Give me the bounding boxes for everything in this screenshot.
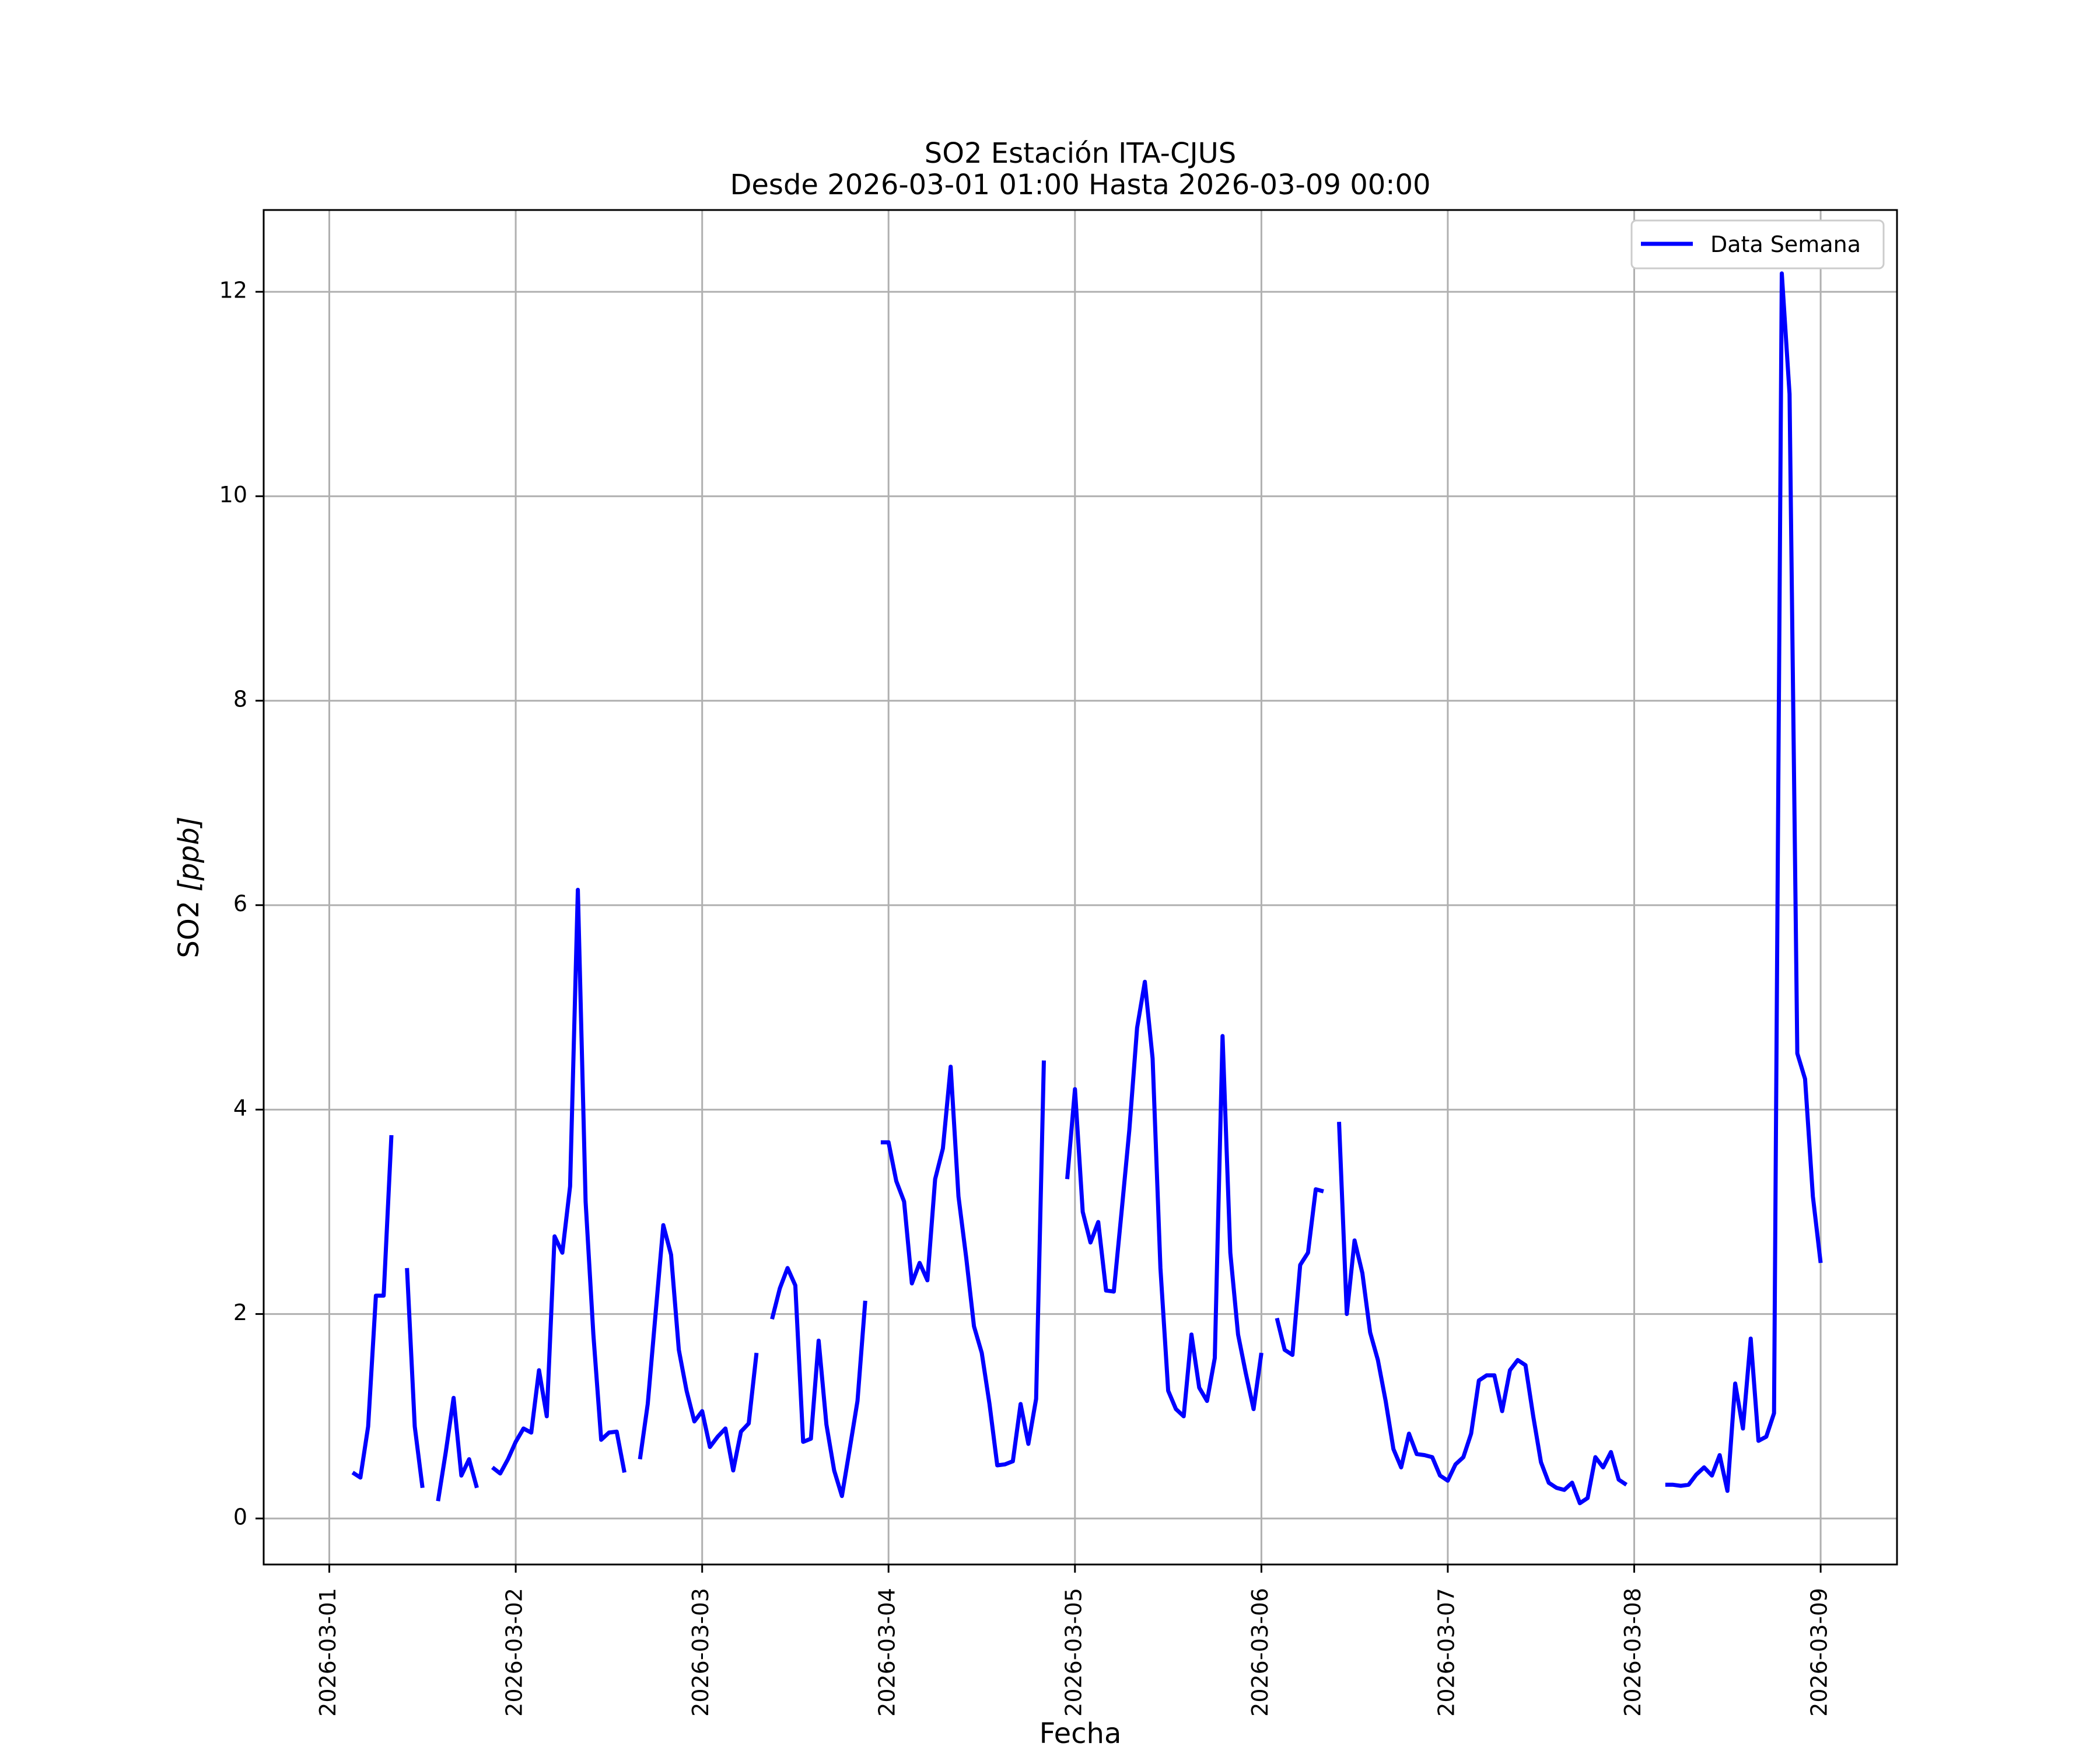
series-data-semana [351, 271, 1823, 1506]
legend-label: Data Semana [1710, 232, 1861, 257]
legend-box [1630, 219, 1885, 270]
series-line-segment [880, 1060, 1046, 1468]
y-axis-ticks: 0 2 4 6 8 10 12 [219, 278, 264, 1530]
series-line-segment [405, 1268, 425, 1489]
series-line-segment [1275, 1187, 1324, 1357]
x-tick-label: 2026-03-08 [1620, 1588, 1646, 1717]
chart-subtitle: Desde 2026-03-01 01:00 Hasta 2026-03-09 … [730, 169, 1430, 201]
series-line-segment [1337, 1122, 1628, 1506]
x-axis-ticks: 2026-03-01 2026-03-02 2026-03-03 2026-03-04… [315, 1564, 1832, 1717]
chart-title: SO2 Estación ITA-CJUS [925, 137, 1237, 170]
plot-frame [262, 209, 1898, 1566]
y-tick-label: 10 [219, 482, 247, 508]
legend: Data Semana [1630, 219, 1885, 270]
y-tick-label: 2 [233, 1300, 247, 1325]
y-tick-label: 8 [233, 687, 247, 712]
series-line-segment [491, 887, 626, 1476]
x-tick-label: 2026-03-02 [502, 1588, 527, 1717]
series-line-segment [436, 1395, 479, 1502]
series-line-segment [638, 1223, 759, 1473]
y-gridlines [264, 290, 1897, 1520]
y-axis-label-unit: [ppb] [173, 817, 205, 892]
series-line-segment [770, 1266, 867, 1499]
x-tick-label: 2026-03-04 [874, 1588, 900, 1717]
series-line-segment [1065, 979, 1264, 1419]
x-tick-label: 2026-03-09 [1807, 1588, 1832, 1717]
y-tick-label: 0 [233, 1504, 247, 1530]
x-tick-label: 2026-03-03 [688, 1588, 713, 1717]
x-tick-label: 2026-03-01 [315, 1588, 341, 1717]
y-tick-label: 4 [233, 1096, 247, 1121]
y-axis-label: SO2 [ppb] [173, 817, 205, 958]
y-tick-label: 12 [219, 278, 247, 303]
series-line-segment [1665, 271, 1823, 1493]
x-gridlines [328, 210, 1822, 1564]
x-tick-label: 2026-03-07 [1433, 1588, 1459, 1717]
x-tick-label: 2026-03-06 [1247, 1588, 1273, 1717]
series-line-segment [351, 1135, 394, 1480]
x-tick-label: 2026-03-05 [1060, 1588, 1086, 1717]
x-axis-label: Fecha [1040, 1717, 1122, 1750]
y-axis-label-quantity: SO2 [173, 891, 205, 958]
y-tick-label: 6 [233, 891, 247, 916]
